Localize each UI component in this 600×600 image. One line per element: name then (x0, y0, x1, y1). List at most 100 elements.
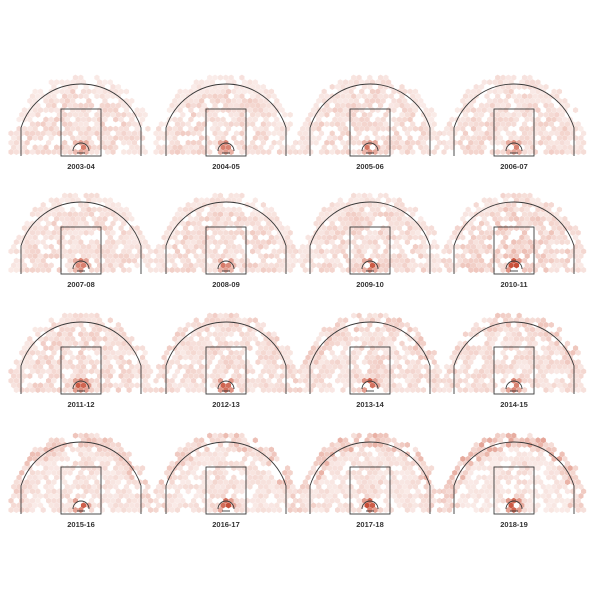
hex-bin (524, 116, 530, 123)
hex-bin (27, 455, 33, 462)
hex-bin (88, 432, 95, 439)
hex-bin (551, 144, 557, 151)
hex-bin (185, 441, 191, 448)
hex-bin (158, 267, 164, 273)
hex-bin (110, 340, 116, 347)
hex-bin (412, 107, 419, 114)
hex-bin (470, 116, 477, 123)
hex-bin (329, 497, 335, 504)
hex-bin (396, 317, 402, 324)
hex-bin (399, 149, 405, 155)
hex-bin (581, 130, 587, 137)
hex-bin (78, 469, 84, 476)
hex-bin (228, 220, 234, 227)
hex-bin (348, 225, 354, 232)
hex-bin (180, 149, 186, 155)
hex-bin (367, 331, 373, 338)
hex-bin (505, 432, 512, 439)
hex-bin (29, 340, 36, 347)
hex-bin (70, 262, 76, 269)
hex-bin (126, 139, 132, 146)
hex-bin (142, 149, 148, 155)
hex-bin (487, 243, 493, 250)
hex-bin (388, 257, 394, 264)
hex-bin (193, 97, 199, 104)
hex-bin (505, 441, 512, 448)
hex-bin (556, 135, 563, 142)
hex-bin (51, 479, 57, 486)
hex-bin (353, 253, 359, 260)
hex-bin (193, 234, 199, 241)
hex-bin (64, 97, 70, 104)
hex-bin (340, 149, 346, 155)
hex-bin (139, 354, 146, 361)
paint-key (60, 226, 102, 275)
hex-bin (396, 116, 402, 123)
hex-bin (359, 317, 365, 324)
hex-bin (207, 74, 213, 81)
hex-bin (492, 88, 498, 95)
hex-bin (535, 373, 541, 380)
hex-bin (302, 488, 308, 495)
hex-bin (80, 354, 87, 361)
hex-bin (164, 387, 170, 393)
hex-bin (460, 125, 466, 132)
hex-bin (487, 97, 493, 104)
hex-bin (113, 465, 119, 472)
hex-bin (276, 102, 283, 109)
paint-key (349, 466, 391, 515)
hex-bin (148, 497, 154, 504)
hex-bin (115, 488, 121, 495)
hex-bin (548, 111, 554, 118)
hex-bin (11, 502, 17, 509)
hex-bin (412, 262, 419, 269)
hex-bin (351, 377, 357, 384)
hex-bin (215, 382, 221, 389)
hex-bin (223, 469, 229, 476)
hex-bin (177, 502, 183, 509)
hex-bin (16, 373, 22, 380)
hex-bin (99, 220, 105, 227)
hex-bin (359, 125, 365, 132)
hex-bin (412, 234, 419, 241)
hex-bin (137, 111, 143, 118)
hex-bin (497, 483, 503, 490)
hex-bin (343, 116, 349, 123)
hex-bin (386, 215, 392, 222)
hex-bin (321, 373, 327, 380)
hex-bin (513, 363, 520, 370)
hex-bin (351, 368, 357, 375)
hex-bin (567, 382, 573, 389)
hex-bin (48, 455, 54, 462)
hex-bin (543, 441, 549, 448)
hex-bin (524, 197, 530, 204)
hex-bin (305, 253, 311, 260)
hex-bin (399, 451, 405, 458)
hex-bin (174, 102, 181, 109)
hex-bin (129, 234, 135, 241)
hex-bin (182, 363, 189, 370)
hex-bin (21, 107, 27, 114)
hex-bin (43, 465, 49, 472)
hex-bin (225, 253, 232, 260)
hex-bin (468, 220, 474, 227)
hex-bin (217, 149, 224, 155)
hex-bin (335, 121, 341, 128)
hex-bin (258, 373, 264, 380)
hex-bin (244, 387, 250, 393)
hex-bin (356, 267, 362, 273)
hex-bin (407, 363, 413, 370)
hex-bin (177, 206, 183, 213)
hex-bin (220, 373, 226, 380)
hex-bin (260, 267, 266, 273)
hex-bin (21, 502, 27, 509)
hex-bin (223, 359, 229, 366)
hex-bin (51, 121, 57, 128)
hex-bin (473, 149, 479, 155)
hex-bin (332, 465, 338, 472)
hex-bin (75, 493, 81, 500)
hex-bin (348, 354, 354, 361)
hex-bin (540, 253, 546, 260)
hex-bin (410, 111, 416, 118)
hex-bin (131, 497, 138, 504)
